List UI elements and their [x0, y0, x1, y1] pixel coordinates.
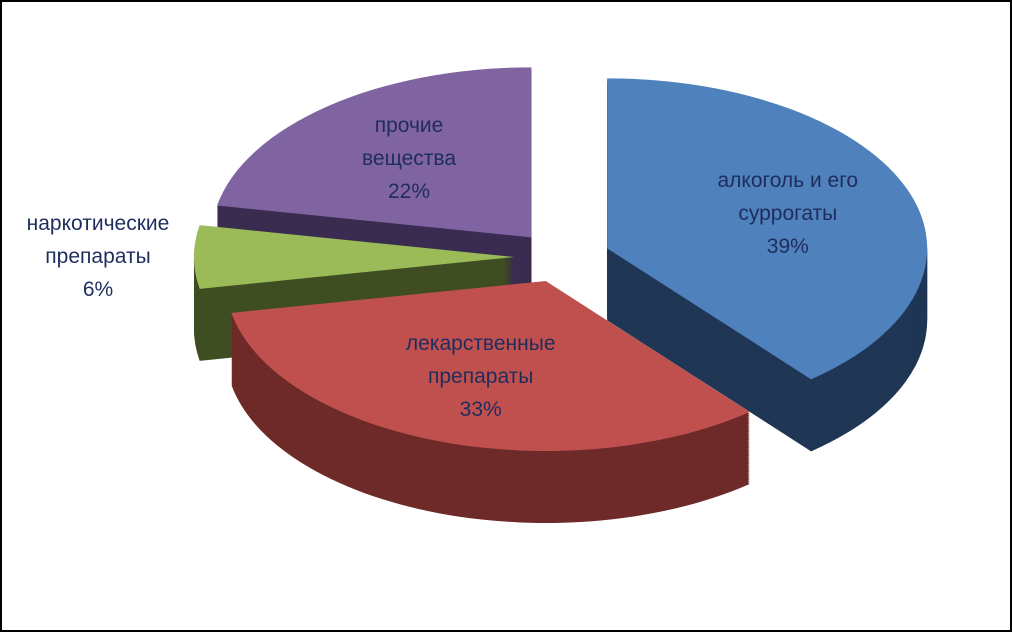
data-label: алкоголь и его суррогаты 39% [708, 164, 868, 263]
slice [193, 225, 514, 289]
category: прочие вещества [361, 113, 457, 170]
slice [217, 67, 532, 238]
value-label: 33% [459, 397, 502, 421]
data-label: лекарственные препараты 33% [401, 327, 561, 426]
category: алкоголь и его суррогаты [717, 168, 859, 225]
value-label: 6% [82, 278, 114, 301]
slice [607, 78, 928, 380]
data-label: прочие вещества 22% [329, 109, 489, 208]
category: наркотические препараты [26, 212, 170, 268]
data-label: наркотические препараты 6% [18, 207, 178, 306]
value-label: 22% [388, 179, 431, 203]
category: лекарственные препараты [405, 331, 556, 388]
slice [231, 280, 750, 451]
value-label: 39% [766, 234, 809, 258]
